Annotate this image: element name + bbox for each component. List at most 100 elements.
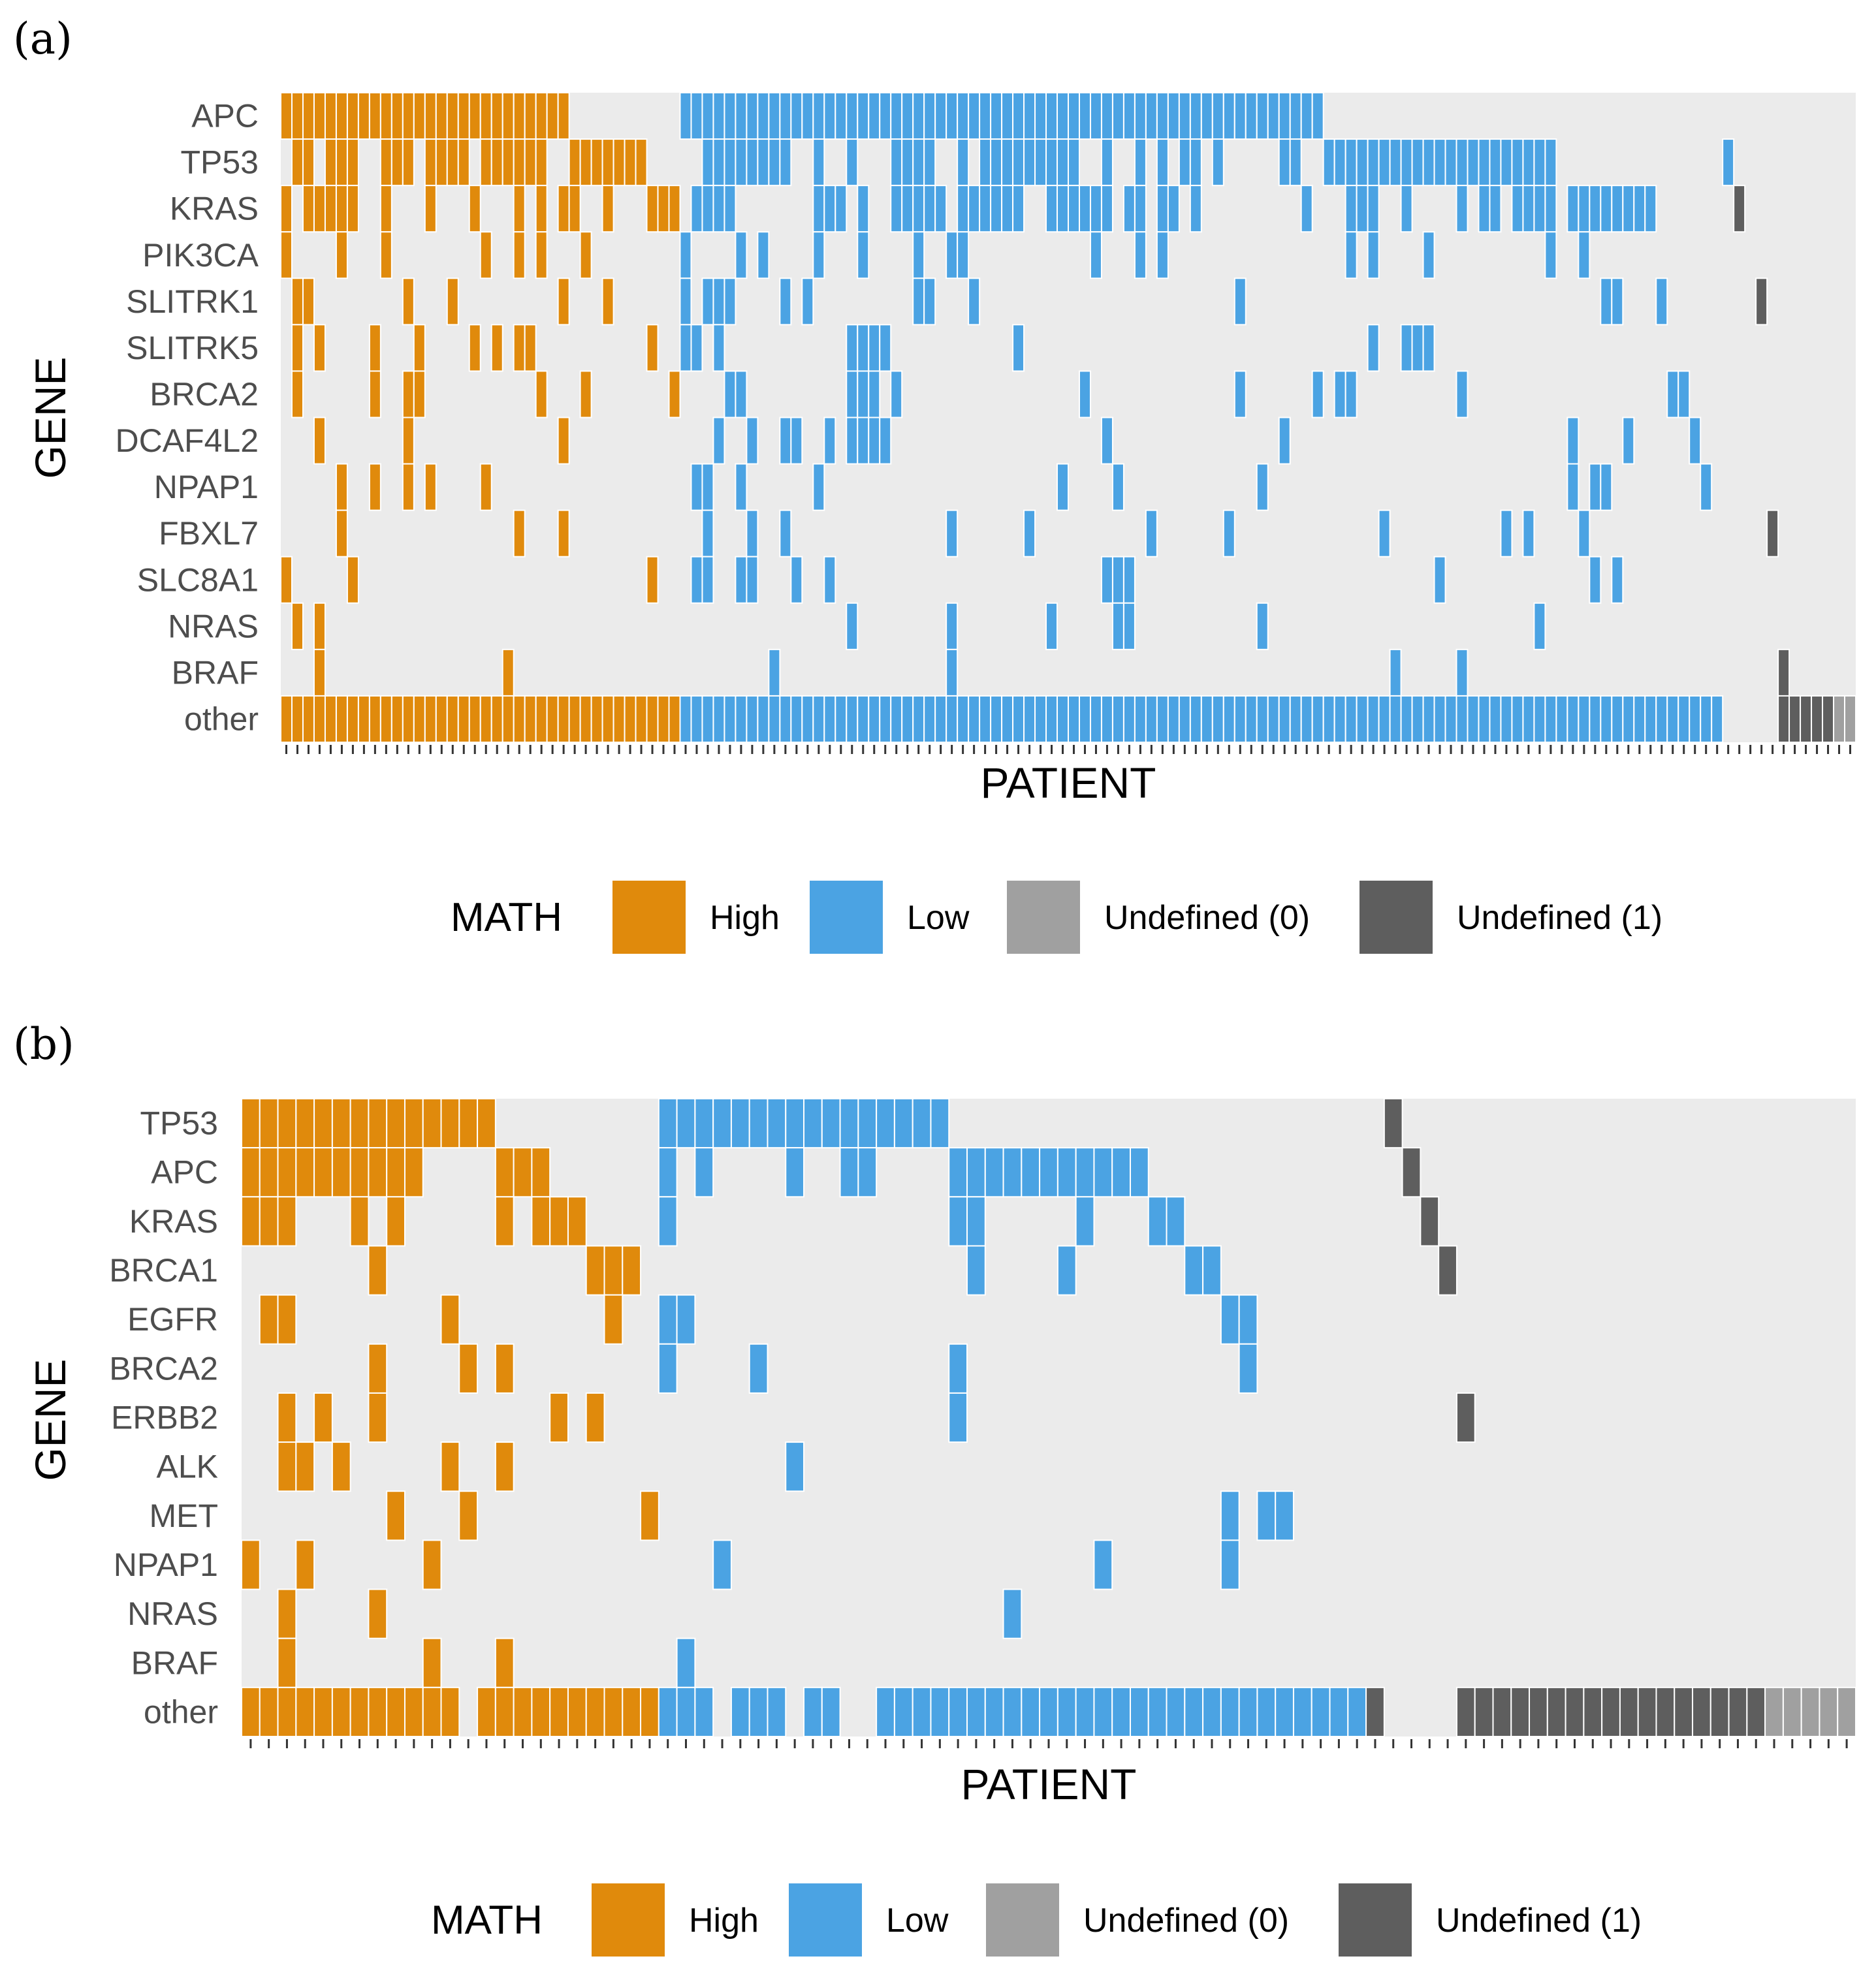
cell-slitrk5-p37: [690, 324, 703, 372]
cell-other-p91: [1289, 695, 1302, 744]
patient-tick: [1760, 745, 1763, 754]
patient-tick: [1272, 745, 1275, 754]
cell-tp53-p38: [701, 138, 714, 187]
cell-dcaf4l2-p49: [823, 417, 836, 465]
cell-kras-p21: [513, 185, 526, 233]
cell-other-p79: [1674, 1686, 1694, 1738]
cell-erbb2-p17: [549, 1392, 569, 1443]
cell-brca2-p106: [1455, 370, 1469, 418]
cell-tp53-p35: [876, 1098, 895, 1149]
cell-apc-p53: [868, 92, 881, 140]
cell-apc-p14: [435, 92, 448, 140]
gene-label-apc: APC: [191, 98, 259, 134]
cell-fbxl7-p110: [1500, 509, 1513, 558]
patient-tick: [1538, 745, 1541, 754]
cell-apc-p70: [1057, 92, 1070, 140]
cell-kras-p108: [1478, 185, 1491, 233]
cell-npap1-p75: [1111, 463, 1124, 511]
cell-egfr-p20: [603, 1294, 624, 1345]
cell-braf-p60: [946, 648, 959, 697]
cell-erbb2-p7: [368, 1392, 388, 1443]
cell-dcaf4l2-p46: [790, 417, 803, 465]
cell-apc-p51: [846, 92, 859, 140]
cell-kras-p48: [812, 185, 825, 233]
cell-apc-p23: [658, 1147, 678, 1198]
cell-other-p79: [1156, 695, 1169, 744]
cell-apc-p91: [1289, 92, 1302, 140]
cell-slc8a1-p6: [346, 556, 359, 604]
gene-label-apc: APC: [151, 1154, 218, 1191]
cell-brca2-p7: [368, 1343, 388, 1394]
cell-apc-p47: [1093, 1147, 1113, 1198]
cell-tp53-p68: [1034, 138, 1047, 187]
patient-tick: [540, 745, 543, 754]
patient-tick: [757, 1739, 760, 1748]
cell-pik3ca-p96: [1344, 231, 1358, 279]
cell-other-p34: [657, 695, 670, 744]
patient-tick: [1755, 1739, 1757, 1748]
cell-brca2-p41: [735, 370, 748, 418]
patient-tick: [1649, 745, 1652, 754]
cell-tp53-p103: [1422, 138, 1435, 187]
legend-b: MATH High Low Undefined (0) Undefined (1): [431, 1883, 1642, 1957]
cell-other-p31: [803, 1686, 823, 1738]
patient-tick: [1439, 745, 1441, 754]
cell-tp53-p23: [658, 1098, 678, 1149]
cell-tp53-p77: [1134, 138, 1147, 187]
cell-other-p17: [549, 1686, 569, 1738]
cell-tp53-p94: [1322, 138, 1335, 187]
patient-tick: [467, 1739, 469, 1748]
patient-tick: [1550, 745, 1552, 754]
cell-other-p0: [241, 1686, 261, 1738]
cell-other-p88: [1837, 1686, 1856, 1738]
y-axis-title-b: GENE: [26, 1359, 74, 1481]
cell-alk-p3: [295, 1441, 315, 1492]
cell-other-p92: [1300, 695, 1313, 744]
patient-tick: [848, 1739, 850, 1748]
patient-tick: [1047, 1739, 1050, 1748]
cell-kras-p33: [646, 185, 659, 233]
cell-apc-p49: [823, 92, 836, 140]
cell-other-p111: [1511, 695, 1524, 744]
cell-other-p21: [513, 695, 526, 744]
cell-pik3ca-p60: [946, 231, 959, 279]
cell-kras-p109: [1489, 185, 1502, 233]
patient-tick: [496, 745, 498, 754]
patient-tick: [1727, 745, 1730, 754]
gene-label-tp53: TP53: [180, 144, 259, 181]
patient-tick: [1120, 1739, 1122, 1748]
cell-tp53-p10: [390, 138, 404, 187]
cell-other-p10: [422, 1686, 442, 1738]
cell-alk-p14: [494, 1441, 515, 1492]
cell-brca2-p14: [494, 1343, 515, 1394]
patient-tick: [1494, 745, 1497, 754]
cell-tp53-p2: [277, 1098, 297, 1149]
gene-label-slc8a1: SLC8A1: [137, 561, 259, 598]
cell-apc-p7: [357, 92, 370, 140]
cell-other-p39: [948, 1686, 968, 1738]
cell-slitrk1-p38: [701, 277, 714, 326]
cell-other-p45: [779, 695, 792, 744]
cell-kras-p51: [1166, 1196, 1186, 1247]
cell-apc-p44: [1039, 1147, 1058, 1198]
patient-tick: [1794, 745, 1796, 754]
patient-tick: [1283, 1739, 1286, 1748]
cell-tp53-p98: [1367, 138, 1380, 187]
cell-slitrk1-p62: [968, 277, 981, 326]
patient-tick: [862, 745, 865, 754]
cell-tp53-p41: [735, 138, 748, 187]
cell-other-p16: [531, 1686, 551, 1738]
cell-fbxl7-p134: [1766, 509, 1779, 558]
cell-slc8a1-p0: [280, 556, 293, 604]
cell-brca1-p21: [622, 1245, 642, 1296]
patient-tick: [307, 745, 310, 754]
cell-kras-p38: [701, 185, 714, 233]
patient-tick: [612, 1739, 614, 1748]
cell-tp53-p63: [1383, 1098, 1403, 1149]
cell-brca1-p66: [1438, 1245, 1457, 1296]
patient-tick: [318, 745, 321, 754]
cell-other-p24: [676, 1686, 696, 1738]
patient-tick: [739, 1739, 742, 1748]
cell-alk-p2: [277, 1441, 297, 1492]
patient-tick: [1320, 1739, 1322, 1748]
